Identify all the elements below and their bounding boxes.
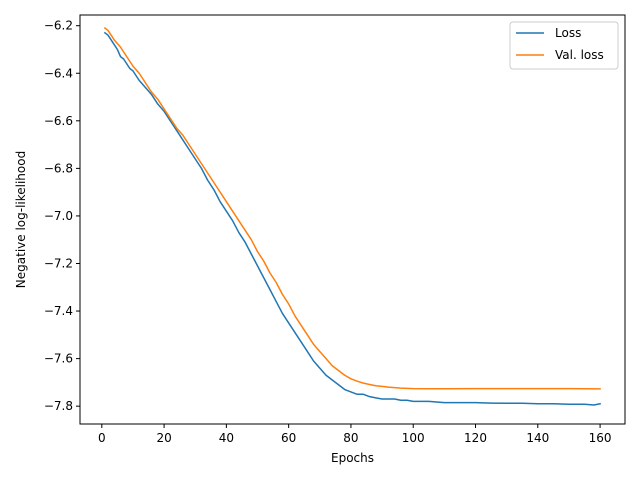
x-tick-label: 140 (526, 431, 549, 445)
x-tick-label: 0 (98, 431, 106, 445)
x-axis-title: Epochs (331, 451, 374, 465)
series-line-loss (103, 31, 601, 406)
y-tick-label: −7.2 (44, 256, 73, 270)
y-axis-title: Negative log-likelihood (14, 151, 28, 288)
y-tick-label: −7.4 (44, 304, 73, 318)
y-tick-label: −6.6 (44, 114, 73, 128)
plot-area (103, 27, 601, 406)
x-tick-label: 40 (219, 431, 234, 445)
legend: Loss Val. loss (509, 21, 619, 70)
y-tick-label: −6.8 (44, 161, 73, 175)
legend-label-loss: Loss (555, 26, 581, 40)
x-axis: 0 20 40 60 80 100 120 140 160 (98, 424, 612, 445)
y-axis: −7.8 −7.6 −7.4 −7.2 −7.0 −6.8 −6.6 −6.4 −6.2 (44, 19, 80, 413)
legend-label-val-loss: Val. loss (555, 48, 604, 62)
x-tick-label: 120 (464, 431, 487, 445)
x-tick-label: 20 (156, 431, 171, 445)
x-tick-label: 60 (281, 431, 296, 445)
x-tick-label: 100 (402, 431, 425, 445)
y-tick-label: −6.4 (44, 66, 73, 80)
y-tick-label: −7.8 (44, 399, 73, 413)
y-tick-label: −6.2 (44, 19, 73, 33)
x-tick-label: 160 (589, 431, 612, 445)
x-tick-label: 80 (343, 431, 358, 445)
series-line-val-loss (103, 27, 601, 390)
y-tick-label: −7.0 (44, 209, 73, 223)
y-tick-label: −7.6 (44, 352, 73, 366)
axes-frame (79, 14, 626, 425)
